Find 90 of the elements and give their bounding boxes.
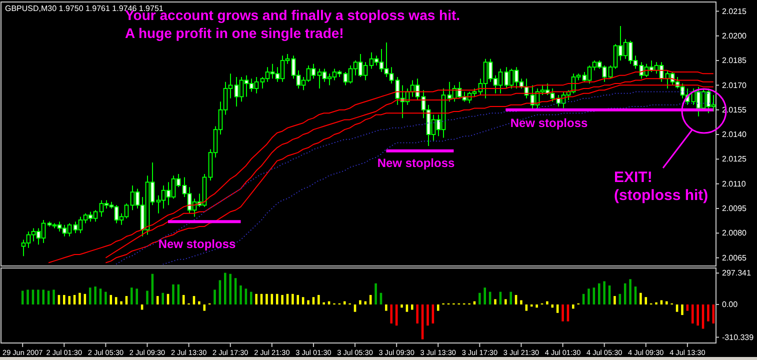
bar: [546, 301, 548, 304]
bar: [52, 290, 55, 304]
bar: [255, 294, 258, 304]
bar: [572, 304, 574, 309]
bar: [681, 304, 684, 316]
bar: [691, 304, 694, 324]
bar: [525, 304, 528, 311]
bar: [63, 294, 66, 304]
bar: [614, 296, 616, 304]
bar: [494, 299, 496, 304]
bar: [26, 290, 29, 304]
bar: [660, 300, 663, 304]
bar: [250, 292, 252, 304]
bar: [686, 304, 689, 311]
bar: [78, 292, 81, 304]
bar: [385, 304, 388, 311]
annotation: GBPUSD,M30 1.9750 1.9761 1.9746 1.9751: [5, 4, 164, 13]
bar: [436, 304, 440, 311]
bar: [307, 300, 310, 304]
bar: [68, 296, 70, 304]
bar: [374, 283, 377, 304]
y-tick-label: 2.0140: [722, 130, 748, 140]
bar: [478, 292, 481, 304]
text: A huge profit in one single trade!: [125, 25, 344, 41]
bar: [588, 288, 590, 304]
annotation: New stoploss: [510, 116, 588, 130]
bar: [562, 304, 564, 322]
y-tick-label: 2.0125: [722, 154, 748, 164]
bar: [603, 281, 606, 304]
y-tick-label: 2.0095: [722, 204, 748, 214]
bar: [224, 272, 226, 304]
bar: [266, 294, 268, 304]
bar: [182, 294, 185, 304]
bar: [198, 301, 200, 304]
bar: [530, 304, 533, 307]
y-tick-label: 0.00: [722, 300, 738, 310]
y-tick-label: 2.0110: [722, 179, 746, 188]
bar: [104, 292, 107, 304]
bar: [644, 297, 648, 304]
y-tick-label: 297.341: [722, 268, 752, 278]
bar: [47, 290, 50, 304]
y-tick-label: 2.0080: [722, 228, 748, 238]
bar: [426, 304, 429, 326]
bar: [21, 290, 24, 304]
bar: [136, 288, 138, 304]
y-tick-label: 2.0170: [722, 80, 748, 90]
annotation: EXIT! (stoploss hit): [614, 169, 708, 204]
bar: [400, 304, 403, 308]
bar: [640, 292, 642, 304]
bar: [292, 294, 294, 304]
bar: [146, 290, 148, 304]
bar: [551, 304, 554, 308]
bar: [120, 301, 122, 304]
y-tick-label: 2.0185: [722, 56, 748, 66]
bar: [390, 304, 393, 324]
bar: [484, 288, 486, 304]
bar: [598, 283, 600, 304]
annotation: New stoploss: [377, 156, 455, 170]
bar: [240, 285, 242, 304]
bar: [88, 288, 92, 304]
bar: [42, 290, 45, 304]
y-tick-label: 2.0215: [722, 6, 748, 16]
bar: [296, 294, 300, 304]
bar: [504, 299, 507, 304]
y-tick-label: -310.339: [722, 332, 754, 342]
bar: [707, 304, 710, 322]
bar: [536, 304, 538, 308]
bar: [696, 304, 699, 326]
bar: [520, 300, 522, 304]
bar: [510, 292, 512, 304]
bar: [416, 304, 418, 324]
annotation: New stoploss: [158, 237, 236, 251]
bar: [666, 301, 668, 304]
bar: [411, 304, 414, 310]
bar: [37, 290, 40, 304]
bar: [172, 284, 174, 304]
bar: [343, 301, 346, 304]
bar: [214, 290, 216, 304]
bar: [94, 286, 96, 304]
bar: [281, 294, 284, 304]
y-tick-label: 2.0200: [722, 31, 748, 40]
bar: [203, 304, 206, 311]
bar: [162, 292, 164, 304]
bar: [629, 279, 632, 304]
bar: [359, 300, 362, 304]
bar: [130, 288, 133, 304]
bar: [156, 296, 159, 304]
bar: [318, 294, 320, 304]
y-tick-label: 2.0065: [722, 253, 748, 262]
bar: [229, 274, 232, 304]
